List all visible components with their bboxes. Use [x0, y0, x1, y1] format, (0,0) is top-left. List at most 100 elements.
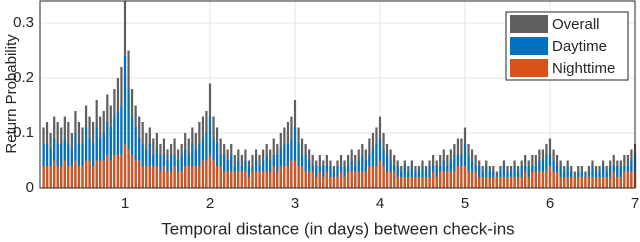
bar [354, 171, 357, 188]
bar [527, 177, 530, 188]
bar [385, 171, 389, 188]
bar [70, 166, 73, 188]
bar [49, 166, 52, 188]
bar [265, 171, 268, 188]
bar [42, 166, 45, 188]
bar [548, 166, 552, 188]
bar [152, 166, 155, 188]
bar [106, 155, 109, 188]
legend-swatch [510, 59, 548, 77]
bar [428, 177, 431, 188]
y-tick-label: 0.2 [13, 69, 34, 86]
bar [332, 177, 336, 188]
bar [123, 56, 127, 188]
bar [421, 177, 424, 188]
bar [407, 177, 410, 188]
bar [577, 177, 580, 188]
bar [616, 177, 619, 188]
bar [67, 166, 70, 188]
bar [208, 155, 212, 188]
bar [481, 177, 484, 188]
bar [205, 160, 208, 188]
bar [311, 171, 314, 188]
bar [184, 166, 187, 188]
bar [237, 171, 240, 188]
bar [169, 171, 173, 188]
bar [95, 127, 98, 188]
bar [269, 171, 272, 188]
bar [145, 166, 148, 188]
bar [573, 177, 576, 188]
bar [364, 171, 367, 188]
bar [524, 171, 527, 188]
bar [130, 155, 134, 188]
bar [347, 171, 350, 188]
bar [453, 171, 456, 188]
bar [609, 177, 612, 188]
bar [378, 160, 382, 188]
legend-label: Daytime [552, 38, 607, 55]
bar [247, 177, 251, 188]
bar [276, 171, 279, 188]
bar [194, 166, 197, 188]
bar [424, 177, 428, 188]
bar [626, 171, 630, 188]
bar [325, 171, 328, 188]
bar [159, 171, 162, 188]
x-tick-label: 3 [291, 195, 299, 212]
bar [45, 166, 49, 188]
bar [382, 166, 385, 188]
bar [545, 171, 548, 188]
bar [463, 166, 467, 188]
bar [155, 166, 158, 188]
bar [602, 177, 605, 188]
bar [591, 177, 594, 188]
legend-swatch [510, 37, 548, 55]
bar [350, 171, 353, 188]
bar [166, 171, 169, 188]
bar [286, 166, 290, 188]
bar [63, 160, 66, 188]
bar [187, 166, 190, 188]
x-axis-label: Temporal distance (in days) between chec… [161, 219, 514, 238]
bar [180, 171, 183, 188]
legend-label: Overall [552, 16, 600, 33]
bar [393, 171, 396, 188]
legend-swatch [510, 15, 548, 33]
bar [605, 177, 608, 188]
bar [134, 160, 137, 188]
bar [594, 177, 598, 188]
bar [517, 177, 520, 188]
bar [74, 160, 77, 188]
bar [84, 160, 88, 188]
bar [509, 177, 513, 188]
x-tick-label: 6 [546, 195, 554, 212]
bar [141, 166, 144, 188]
bar [283, 166, 286, 188]
bar [92, 166, 95, 188]
bar [198, 166, 201, 188]
bar [102, 160, 105, 188]
bar [587, 177, 591, 188]
bar [251, 171, 254, 188]
legend-label: Nighttime [552, 60, 615, 77]
bar [432, 171, 435, 188]
bar [233, 171, 236, 188]
bar [244, 171, 247, 188]
bar [116, 111, 120, 188]
bar [361, 171, 364, 188]
bar [329, 177, 332, 188]
bar [485, 177, 488, 188]
bar [262, 171, 265, 188]
bar [343, 177, 346, 188]
bar [339, 171, 343, 188]
bar [449, 171, 452, 188]
bar [127, 89, 130, 188]
bar [357, 171, 360, 188]
bar [474, 171, 477, 188]
bar [541, 171, 545, 188]
bar [531, 171, 534, 188]
bar [173, 166, 176, 188]
bar [279, 166, 282, 188]
y-tick-label: 0.3 [13, 14, 34, 31]
